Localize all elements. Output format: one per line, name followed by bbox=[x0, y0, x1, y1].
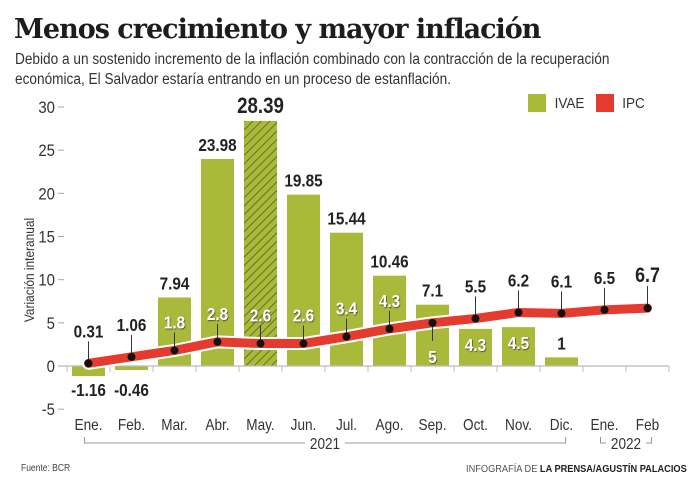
ivae-value-label: 19.85 bbox=[284, 170, 322, 190]
ipc-point bbox=[557, 309, 566, 318]
year-label: 2021 bbox=[310, 436, 340, 453]
ipc-point bbox=[600, 305, 609, 314]
ipc-point bbox=[643, 304, 652, 313]
x-tick-label: Jul. bbox=[336, 417, 357, 434]
ivae-value-label: 1 bbox=[557, 333, 566, 353]
ipc-point bbox=[170, 346, 179, 355]
ipc-point bbox=[342, 332, 351, 341]
x-tick-label: Oct. bbox=[463, 417, 488, 434]
ipc-point bbox=[213, 337, 222, 346]
ipc-point bbox=[299, 339, 308, 348]
ivae-value-label: 4.3 bbox=[465, 335, 486, 355]
ipc-value-label: 5.5 bbox=[465, 276, 486, 296]
ivae-value-label: -1.16 bbox=[71, 380, 106, 400]
credit-prefix: INFOGRAFÍA DE bbox=[466, 463, 540, 475]
y-tick-label: 15 bbox=[38, 229, 55, 247]
legend-swatch-ipc bbox=[596, 94, 615, 112]
chart-title: Menos crecimiento y mayor inflación bbox=[14, 14, 541, 45]
source-note: Fuente: BCR bbox=[21, 463, 71, 474]
ipc-point bbox=[84, 359, 93, 368]
ipc-value-label: 6.5 bbox=[594, 268, 615, 288]
y-axis-label: Variación interanual bbox=[21, 218, 37, 322]
ivae-bar bbox=[545, 357, 578, 366]
x-tick-label: May. bbox=[246, 417, 274, 434]
ivae-value-label: 7.1 bbox=[422, 281, 443, 301]
ipc-point bbox=[256, 339, 265, 348]
ipc-value-label: 1.06 bbox=[117, 315, 147, 335]
year-bracket bbox=[646, 437, 652, 444]
ivae-bar bbox=[115, 366, 148, 370]
ipc-line bbox=[84, 303, 652, 368]
ivae-value-label: 15.44 bbox=[327, 209, 366, 229]
ipc-value-label: 6.7 bbox=[635, 264, 660, 288]
ivae-bar bbox=[459, 328, 492, 366]
x-tick-label: Feb bbox=[636, 417, 659, 434]
ivae-value-label: 10.46 bbox=[370, 252, 408, 272]
ipc-value-label: 2.6 bbox=[293, 305, 314, 325]
credit-name: LA PRENSA/AGUSTÍN PALACIOS bbox=[539, 463, 687, 475]
y-tick-label: 30 bbox=[38, 99, 55, 117]
legend: IVAE IPC bbox=[528, 94, 656, 112]
y-tick-label: 20 bbox=[38, 186, 55, 204]
ivae-value-label: 4.5 bbox=[508, 333, 529, 353]
x-tick-label: Ene. bbox=[591, 417, 619, 434]
y-tick-label: 0 bbox=[47, 358, 55, 376]
ipc-value-label: 4.3 bbox=[379, 291, 400, 311]
x-tick-label: Nov. bbox=[505, 417, 532, 434]
ivae-bar bbox=[244, 120, 277, 367]
year-bracket bbox=[345, 437, 566, 444]
ivae-value-label: 7.94 bbox=[160, 273, 190, 293]
ivae-bar bbox=[502, 327, 535, 366]
ivae-bar bbox=[72, 366, 105, 377]
x-tick-label: Abr. bbox=[205, 417, 229, 434]
chart-subtitle: Debido a un sostenido incremento de la i… bbox=[15, 51, 610, 88]
ipc-value-label: 2.6 bbox=[250, 305, 271, 325]
year-bracket bbox=[600, 437, 606, 444]
credit-note: INFOGRAFÍA DE LA PRENSA/AGUSTÍN PALACIOS bbox=[466, 463, 687, 475]
ipc-point bbox=[385, 324, 394, 333]
x-tick-label: Ene. bbox=[75, 417, 103, 434]
ivae-value-label: 23.98 bbox=[198, 135, 236, 155]
x-tick-label: Feb. bbox=[118, 417, 145, 434]
y-tick-label: 10 bbox=[38, 272, 55, 290]
y-tick-label: -5 bbox=[42, 401, 55, 419]
x-tick-label: Mar. bbox=[161, 417, 187, 434]
ipc-point bbox=[471, 314, 480, 323]
y-tick-label: 25 bbox=[38, 142, 55, 160]
x-tick-label: Dic. bbox=[550, 417, 573, 434]
ivae-value-label: -0.46 bbox=[114, 380, 149, 400]
ipc-value-label: 0.31 bbox=[74, 321, 104, 341]
year-bracket bbox=[84, 437, 305, 444]
x-tick-label: Ago. bbox=[376, 417, 404, 434]
x-tick-label: Sep. bbox=[419, 417, 447, 434]
ipc-value-label: 1.8 bbox=[164, 312, 185, 332]
legend-label-ipc: IPC bbox=[622, 94, 645, 112]
ipc-point bbox=[514, 308, 523, 317]
ipc-value-label: 6.1 bbox=[551, 271, 572, 291]
x-tick-label: Jun. bbox=[291, 417, 317, 434]
ipc-value-label: 5 bbox=[428, 347, 437, 367]
ivae-value-label: 28.39 bbox=[237, 95, 284, 119]
ipc-point bbox=[428, 318, 437, 327]
legend-swatch-ivae bbox=[528, 94, 546, 112]
ipc-value-label: 3.4 bbox=[336, 298, 358, 318]
y-tick-label: 5 bbox=[47, 315, 55, 333]
ipc-value-label: 2.8 bbox=[207, 304, 228, 324]
ipc-point bbox=[127, 352, 136, 361]
year-label: 2022 bbox=[611, 436, 641, 453]
ipc-value-label: 6.2 bbox=[508, 270, 529, 290]
legend-label-ivae: IVAE bbox=[554, 94, 585, 112]
